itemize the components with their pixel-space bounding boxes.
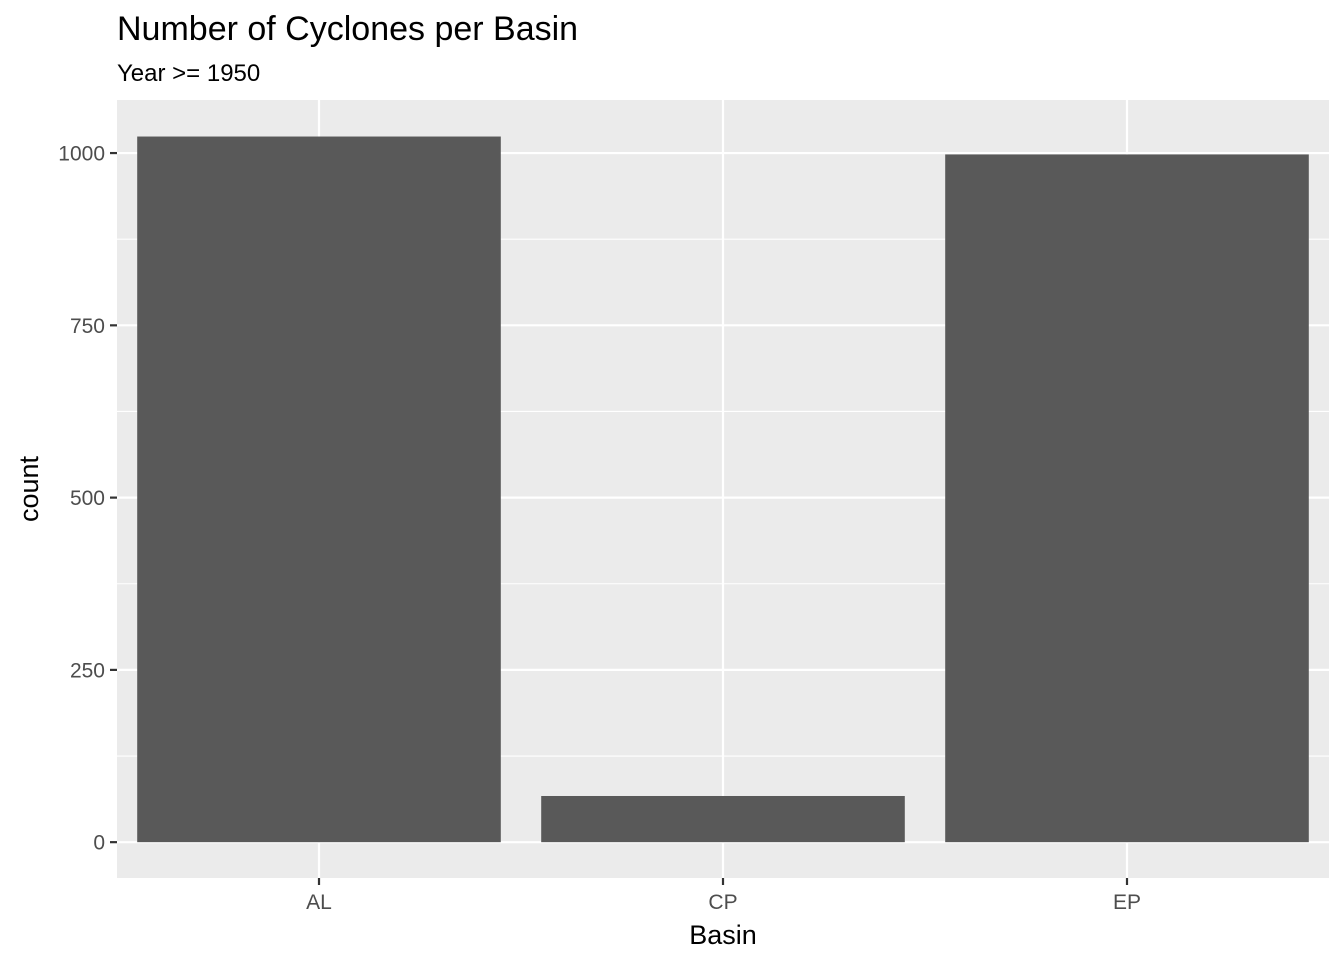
bar-ep [945, 154, 1309, 843]
y-axis-title: count [14, 455, 44, 522]
y-tick-label: 750 [70, 315, 105, 338]
x-axis: AL CP EP [306, 878, 1141, 914]
y-tick-label: 0 [93, 832, 105, 855]
x-tick-label: CP [708, 891, 737, 914]
bar-al [137, 136, 501, 843]
bars [137, 136, 1309, 843]
bar-cp [541, 795, 905, 843]
x-tick-label: EP [1113, 891, 1141, 914]
chart-title: Number of Cyclones per Basin [117, 10, 579, 48]
y-axis: 0 250 500 750 1000 [58, 143, 117, 855]
x-axis-title: Basin [689, 920, 757, 950]
x-tick-label: AL [306, 891, 332, 914]
y-tick-label: 250 [70, 659, 105, 682]
y-tick-label: 500 [70, 487, 105, 510]
chart-subtitle: Year >= 1950 [117, 60, 261, 87]
y-tick-label: 1000 [58, 143, 105, 166]
